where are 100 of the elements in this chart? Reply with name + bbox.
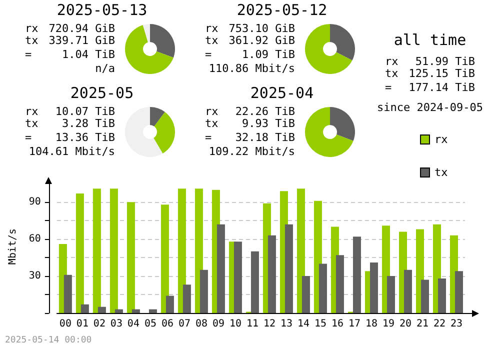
bar (182, 284, 191, 313)
bar (98, 306, 106, 313)
x-tick-label: 18 (365, 318, 378, 330)
bar (370, 262, 378, 313)
x-tick-label: 05 (144, 318, 156, 330)
chart-title: 2025-05 (70, 84, 134, 102)
bar (166, 296, 174, 313)
text: 51.99 TiB (415, 55, 475, 68)
text: 1.09 TiB (242, 48, 295, 61)
bar (352, 236, 361, 313)
bar (132, 309, 140, 313)
x-tick-label: 12 (263, 318, 276, 330)
bar (200, 270, 208, 313)
bar (80, 304, 89, 313)
bar (302, 276, 310, 313)
bar (455, 271, 463, 313)
x-tick-label: 01 (76, 318, 88, 330)
chart-title: 2025-05-12 (236, 1, 328, 19)
text: 720.94 GiB (48, 22, 115, 35)
text: = (385, 81, 392, 94)
text: rx (25, 105, 38, 118)
text: since 2024-09-05 (377, 101, 483, 114)
bar (268, 235, 276, 313)
text: 22.26 TiB (235, 105, 295, 118)
bar (126, 202, 135, 313)
bar (160, 204, 169, 313)
x-tick-label: 07 (178, 318, 190, 330)
x-tick-label: 14 (297, 318, 310, 330)
text: 361.92 GiB (228, 34, 295, 47)
bar (336, 255, 344, 313)
x-tick-label: 02 (93, 318, 106, 330)
bar (386, 276, 395, 313)
text: 109.22 Mbit/s (208, 145, 295, 158)
bar (438, 278, 446, 313)
text: 1.04 TiB (62, 48, 115, 61)
x-tick-label: 17 (348, 318, 361, 330)
text: tx (205, 34, 218, 47)
bar (284, 224, 293, 313)
bar (76, 194, 84, 313)
bar (216, 224, 225, 313)
text: tx (25, 34, 38, 47)
x-tick-label: 08 (195, 318, 208, 330)
text: n/a (95, 62, 115, 75)
text: 9.93 TiB (242, 117, 295, 130)
x-tick-label: 10 (229, 318, 242, 330)
text: all time (394, 31, 466, 49)
x-tick-label: 09 (212, 318, 224, 330)
text: 10.07 TiB (55, 105, 115, 118)
y-axis-title: Mbit/s (8, 228, 18, 265)
text: 125.15 TiB (408, 67, 475, 80)
x-tick-label: 19 (382, 318, 395, 330)
y-tick-label: 60 (28, 234, 41, 245)
text: rx (205, 105, 218, 118)
text: = (25, 48, 32, 61)
x-tick-label: 21 (416, 318, 429, 330)
x-tick-label: 22 (433, 318, 446, 330)
text: 104.61 Mbit/s (28, 145, 115, 158)
text: = (205, 131, 212, 144)
x-tick-label: 15 (314, 318, 327, 330)
text: 177.14 TiB (408, 81, 475, 94)
bar (404, 270, 412, 313)
text: = (205, 48, 212, 61)
text: 13.36 TiB (55, 131, 115, 144)
text: 2025-05-14 00:00 (5, 336, 92, 346)
bar (148, 309, 157, 313)
text: rx (25, 22, 38, 35)
y-tick-label: 90 (28, 196, 41, 208)
x-tick-label: 06 (161, 318, 174, 330)
y-tick-label: 30 (28, 270, 41, 282)
chart-title: 2025-04 (250, 84, 314, 102)
text: tx (385, 67, 398, 80)
text: 753.10 GiB (228, 22, 295, 35)
x-tick-label: 23 (450, 318, 463, 330)
text: tx (205, 117, 218, 130)
bar (234, 242, 242, 313)
text: = (25, 131, 32, 144)
x-tick-label: 16 (331, 318, 344, 330)
text: 3.28 TiB (62, 117, 115, 130)
legend-label: rx (434, 133, 448, 146)
bar (114, 309, 123, 313)
text: 110.86 Mbit/s (208, 62, 295, 75)
bar (318, 264, 327, 313)
text: rx (205, 22, 218, 35)
x-tick-label: 13 (280, 318, 292, 330)
text: 339.71 GiB (48, 34, 115, 47)
legend-label: tx (434, 166, 448, 179)
chart-title: 2025-05-13 (56, 1, 148, 19)
x-tick-label: 20 (399, 318, 412, 330)
text: rx (385, 55, 398, 68)
x-tick-label: 04 (127, 318, 140, 330)
text: 32.18 TiB (235, 131, 295, 144)
bar (420, 280, 429, 313)
bar (110, 188, 118, 313)
bar (250, 251, 259, 313)
bar (92, 188, 101, 313)
text: tx (25, 117, 38, 130)
x-tick-label: 00 (59, 318, 72, 330)
x-tick-label: 03 (110, 318, 122, 330)
bar (64, 274, 72, 313)
x-tick-label: 11 (246, 318, 258, 330)
